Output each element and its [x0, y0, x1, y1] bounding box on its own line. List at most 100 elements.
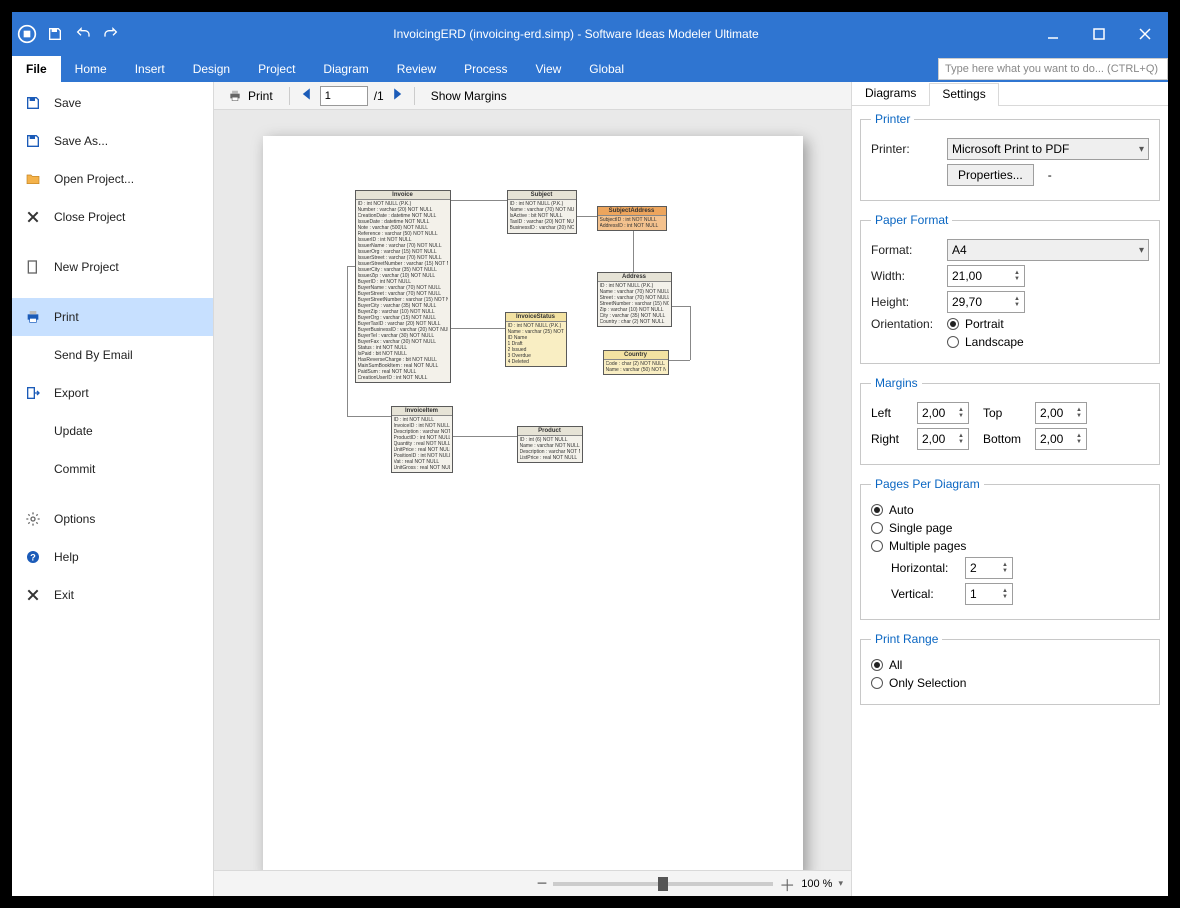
file-new-label: New Project — [54, 260, 119, 274]
minimize-button[interactable] — [1030, 12, 1076, 56]
group-pages-per-diagram: Pages Per Diagram Auto Single page Multi… — [860, 477, 1160, 620]
zoom-dropdown-icon[interactable]: ▾ — [838, 878, 843, 889]
file-open[interactable]: Open Project... — [12, 160, 213, 198]
orientation-portrait-radio[interactable] — [947, 318, 959, 330]
file-print[interactable]: Print — [12, 298, 213, 336]
file-commit[interactable]: Commit — [12, 450, 213, 488]
file-exit[interactable]: Exit — [12, 576, 213, 614]
file-update[interactable]: Update — [12, 412, 213, 450]
file-open-label: Open Project... — [54, 172, 134, 186]
tab-diagrams[interactable]: Diagrams — [852, 82, 929, 105]
zoom-slider[interactable] — [553, 882, 773, 886]
menu-file[interactable]: File — [12, 56, 61, 82]
printer-properties-button[interactable]: Properties... — [947, 164, 1034, 186]
maximize-button[interactable] — [1076, 12, 1122, 56]
ppd-vertical-input[interactable]: 1▲▼ — [965, 583, 1013, 605]
margin-bottom-input[interactable]: 2,00▲▼ — [1035, 428, 1087, 450]
file-export-label: Export — [54, 386, 89, 400]
paper-height-input[interactable]: 29,70▲▼ — [947, 291, 1025, 313]
erd-connector — [347, 266, 355, 267]
file-close[interactable]: Close Project — [12, 198, 213, 236]
export-icon — [24, 384, 42, 402]
erd-connector — [451, 328, 505, 329]
file-save-as[interactable]: Save As... — [12, 122, 213, 160]
menu-design[interactable]: Design — [179, 56, 244, 82]
entity-subjectaddress: SubjectAddressSubjectID : int NOT NULLAd… — [597, 206, 667, 231]
search-placeholder: Type here what you want to do... (CTRL+Q… — [945, 63, 1158, 75]
erd-connector — [347, 416, 391, 417]
range-selection-radio[interactable] — [871, 677, 883, 689]
menu-project[interactable]: Project — [244, 56, 309, 82]
print-preview-pane: Print /1 Show Margins InvoiceID : int NO… — [214, 82, 852, 896]
ppd-horizontal-input[interactable]: 2▲▼ — [965, 557, 1013, 579]
file-commit-label: Commit — [54, 462, 95, 476]
show-margins-button[interactable]: Show Margins — [425, 87, 513, 105]
paper-width-input[interactable]: 21,00▲▼ — [947, 265, 1025, 287]
range-all-radio[interactable] — [871, 659, 883, 671]
page-number-input[interactable] — [320, 86, 368, 106]
erd-connector — [451, 200, 507, 201]
zoom-bar: − ＋ 100 % ▾ — [214, 870, 851, 896]
next-page-icon[interactable] — [390, 87, 404, 104]
entity-title: Address — [598, 273, 671, 282]
menu-home[interactable]: Home — [61, 56, 121, 82]
entity-invoiceitem: InvoiceItemID : int NOT NULLInvoiceID : … — [391, 406, 453, 473]
menu-diagram[interactable]: Diagram — [309, 56, 382, 82]
orientation-landscape-radio[interactable] — [947, 336, 959, 348]
erd-connector — [633, 226, 634, 272]
entity-country: CountryCode : char (2) NOT NULLName : va… — [603, 350, 669, 375]
blank-icon — [24, 346, 42, 364]
settings-panel: Diagrams Settings Printer Printer: Micro… — [852, 82, 1168, 896]
paper-format-select[interactable]: A4▾ — [947, 239, 1149, 261]
file-options[interactable]: Options — [12, 500, 213, 538]
file-help[interactable]: ? Help — [12, 538, 213, 576]
print-button[interactable]: Print — [220, 87, 279, 105]
ppd-multiple-radio[interactable] — [871, 540, 883, 552]
zoom-percent: 100 % — [801, 878, 832, 890]
close-icon — [24, 208, 42, 226]
printer-select[interactable]: Microsoft Print to PDF▾ — [947, 138, 1149, 160]
margin-top-input[interactable]: 2,00▲▼ — [1035, 402, 1087, 424]
prev-page-icon[interactable] — [300, 87, 314, 104]
file-save[interactable]: Save — [12, 84, 213, 122]
file-new[interactable]: New Project — [12, 248, 213, 286]
entity-subject: SubjectID : int NOT NULL (P.K.)Name : va… — [507, 190, 577, 234]
menu-review[interactable]: Review — [383, 56, 450, 82]
file-print-label: Print — [54, 310, 79, 324]
page-total: /1 — [374, 89, 384, 103]
folder-icon — [24, 170, 42, 188]
zoom-minus-icon[interactable]: − — [537, 873, 548, 894]
undo-icon[interactable] — [72, 23, 94, 45]
zoom-plus-icon[interactable]: ＋ — [779, 872, 795, 896]
file-save-label: Save — [54, 96, 81, 110]
menu-process[interactable]: Process — [450, 56, 521, 82]
menu-view[interactable]: View — [522, 56, 576, 82]
save-icon — [24, 132, 42, 150]
menu-insert[interactable]: Insert — [121, 56, 179, 82]
file-close-label: Close Project — [54, 210, 125, 224]
margin-left-input[interactable]: 2,00▲▼ — [917, 402, 969, 424]
file-menu-panel: Save Save As... Open Project... Close Proje… — [12, 82, 214, 896]
file-email[interactable]: Send By Email — [12, 336, 213, 374]
menu-global[interactable]: Global — [575, 56, 638, 82]
erd-connector — [690, 306, 691, 360]
ppd-single-radio[interactable] — [871, 522, 883, 534]
file-help-label: Help — [54, 550, 79, 564]
file-exit-label: Exit — [54, 588, 74, 602]
group-print-range: Print Range All Only Selection — [860, 632, 1160, 705]
margin-right-input[interactable]: 2,00▲▼ — [917, 428, 969, 450]
entity-title: Country — [604, 351, 668, 360]
menu-bar: FileHomeInsertDesignProjectDiagramReview… — [12, 56, 1168, 82]
entity-title: Invoice — [356, 191, 450, 200]
close-button[interactable] — [1122, 12, 1168, 56]
file-export[interactable]: Export — [12, 374, 213, 412]
group-paper-format: Paper Format Format: A4▾ Width: 21,00▲▼ … — [860, 213, 1160, 364]
help-icon: ? — [24, 548, 42, 566]
quick-search-input[interactable]: Type here what you want to do... (CTRL+Q… — [938, 58, 1168, 80]
redo-icon[interactable] — [100, 23, 122, 45]
entity-title: Subject — [508, 191, 576, 200]
tab-settings[interactable]: Settings — [929, 83, 998, 106]
ppd-auto-radio[interactable] — [871, 504, 883, 516]
tb-save-icon[interactable] — [44, 23, 66, 45]
title-bar: InvoicingERD (invoicing-erd.simp) - Soft… — [12, 12, 1168, 56]
